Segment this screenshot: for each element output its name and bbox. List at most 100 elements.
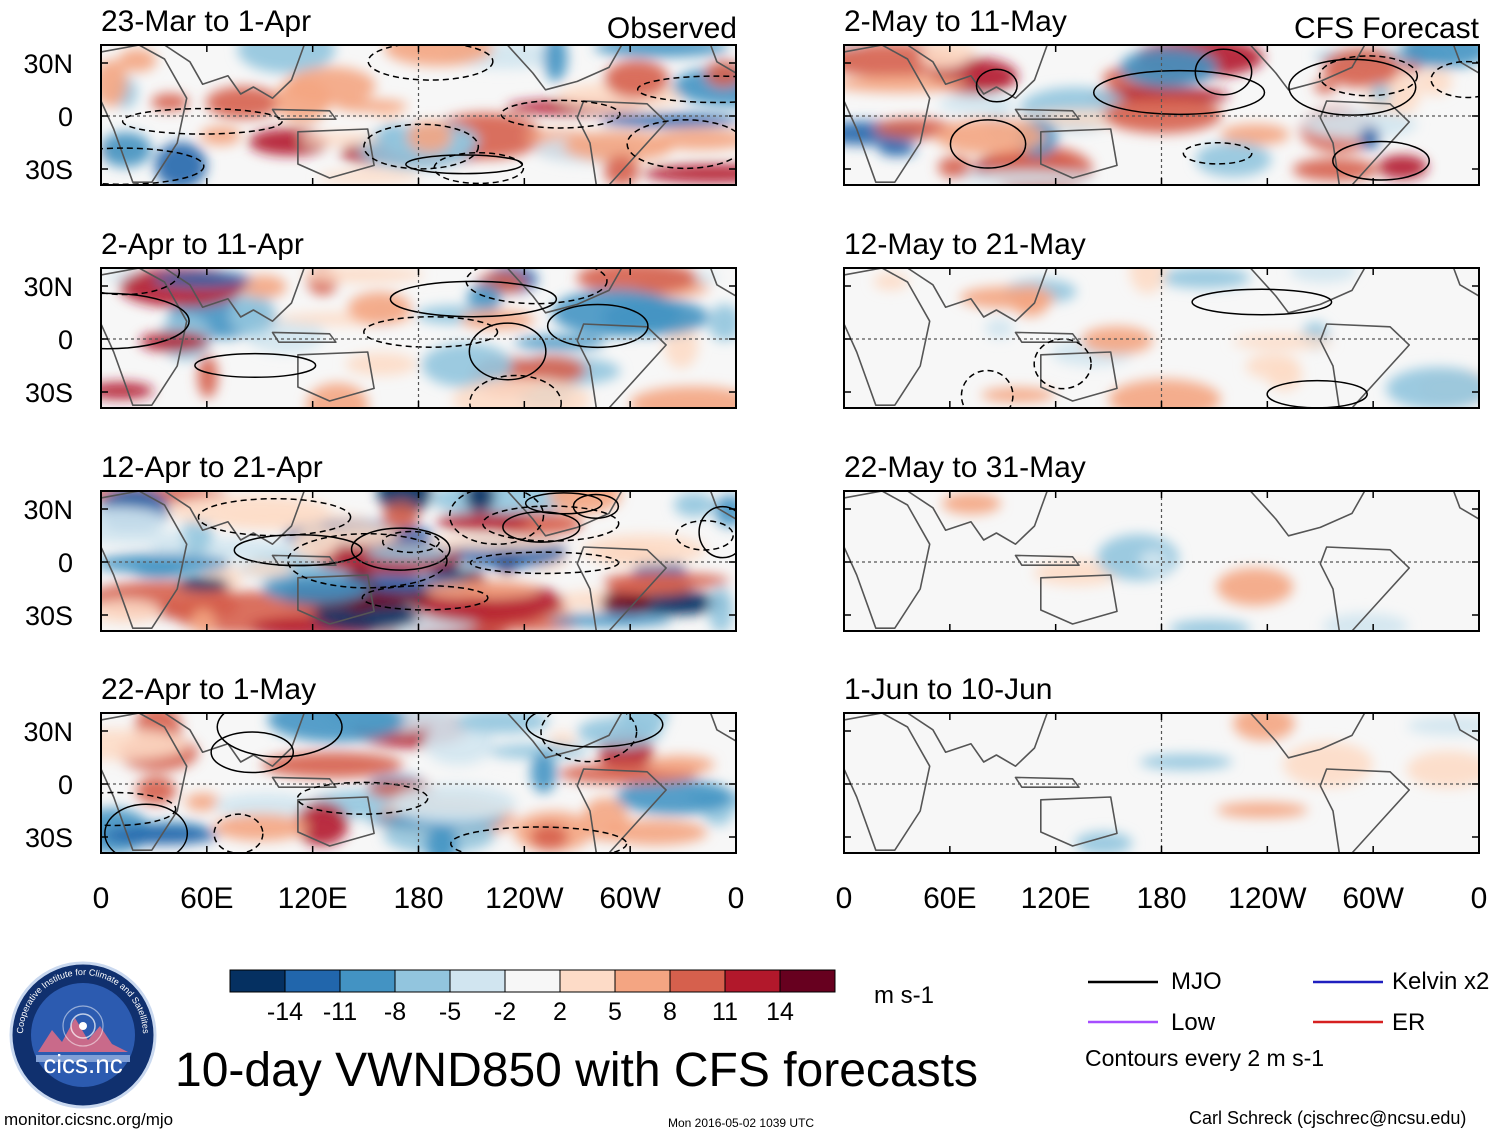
- anomaly-blob: [563, 130, 674, 163]
- anomaly-blob: [101, 507, 168, 535]
- panel-forecast-1: 2-May to 11-May: [843, 5, 1480, 186]
- continent-outline: [163, 491, 305, 545]
- contour-line: [1332, 140, 1430, 181]
- colorbar-swatch: [614, 969, 671, 993]
- anomaly-blob: [1033, 559, 1122, 586]
- anomaly-blob: [604, 60, 669, 99]
- anomaly-blob: [101, 382, 154, 400]
- anomaly-blob: [873, 272, 909, 291]
- contour-line: [296, 781, 429, 815]
- panel-observed-3: 12-Apr to 21-Apr 30N 0 30S: [23, 451, 737, 632]
- continent-outline: [906, 713, 1048, 767]
- continent-outline: [1452, 713, 1479, 742]
- anomaly-blob: [101, 553, 231, 574]
- anomaly-blob: [214, 792, 318, 819]
- continent-outline: [506, 45, 623, 91]
- lat-tick-label: 0: [58, 102, 73, 132]
- anomaly-blob: [101, 729, 189, 761]
- continent-outline: [709, 491, 736, 520]
- lon-tick-label: 180: [1136, 882, 1186, 915]
- legend-label-low: Low: [1171, 1009, 1216, 1036]
- anomaly-blob: [428, 535, 564, 550]
- continent-outline: [101, 45, 188, 183]
- panel-title: 23-Mar to 1-Apr: [101, 5, 311, 38]
- continent-outline: [1452, 45, 1479, 74]
- anomaly-blob: [643, 164, 736, 184]
- anomaly-blob: [1220, 123, 1290, 146]
- contour-line: [363, 315, 499, 348]
- website-link[interactable]: monitor.cicsnc.org/mjo: [4, 1110, 174, 1129]
- panel-title: 22-May to 31-May: [844, 451, 1086, 484]
- anomaly-blob: [603, 572, 730, 589]
- anomaly-blob: [423, 580, 540, 599]
- anomaly-blob: [1129, 268, 1166, 294]
- anomaly-blob: [593, 45, 730, 58]
- anomaly-field: [101, 713, 736, 853]
- contour-line: [233, 534, 363, 567]
- colorbar-label: 14: [766, 998, 794, 1026]
- anomaly-blob: [197, 355, 218, 399]
- forecast-label: CFS Forecast: [1294, 12, 1480, 45]
- continent-outline: [576, 100, 667, 185]
- continent-outline: [906, 491, 1048, 545]
- anomaly-blob: [1158, 268, 1251, 289]
- continent-outline: [1319, 100, 1410, 185]
- colorbar-swatch: [669, 969, 726, 993]
- lon-tick-label: 0: [836, 882, 853, 915]
- anomaly-blob: [200, 126, 242, 146]
- continent-outline: [1040, 351, 1118, 402]
- anomaly-blob: [132, 563, 187, 579]
- contour-line: [1430, 60, 1479, 99]
- colorbar-label: -8: [384, 998, 406, 1026]
- panel-observed-1: 23-Mar to 1-Apr 30N 0 30S: [23, 5, 737, 186]
- colorbar-label: -14: [267, 998, 303, 1026]
- lon-tick-label: 0: [728, 882, 745, 915]
- panel-forecast-2: 12-May to 21-May: [843, 228, 1480, 409]
- lon-axis-right: 0 60E 120E 180 120W 60W 0: [836, 882, 1488, 915]
- anomaly-blob: [576, 268, 699, 295]
- contour-line: [194, 352, 317, 379]
- mjo-contours: [101, 268, 649, 408]
- anomaly-blob: [616, 779, 734, 815]
- observed-label: Observed: [607, 12, 737, 45]
- figure-title: 10-day VWND850 with CFS forecasts: [175, 1044, 978, 1097]
- anomaly-blob: [937, 156, 972, 179]
- continent-outline: [576, 323, 667, 408]
- contour-line: [405, 154, 524, 175]
- lon-tick-label: 120W: [1228, 882, 1307, 915]
- continent-outline: [506, 491, 623, 537]
- anomaly-blob: [548, 491, 622, 514]
- contour-line: [500, 99, 621, 129]
- continent-outline: [709, 268, 736, 297]
- anomaly-blob: [1406, 750, 1479, 789]
- continent-outline: [1452, 268, 1479, 297]
- continent-outline: [844, 45, 931, 183]
- anomaly-blob: [708, 587, 734, 631]
- contour-line: [433, 151, 525, 185]
- continent-outline: [576, 546, 667, 631]
- anomaly-blob: [1322, 613, 1409, 631]
- anomaly-blob: [602, 298, 709, 336]
- timestamp: Mon 2016-05-02 1039 UTC: [668, 1116, 815, 1130]
- panel-observed-4: 22-Apr to 1-May 30N 0 30S: [23, 673, 737, 854]
- anomaly-blob: [920, 45, 969, 69]
- anomaly-blob: [382, 502, 419, 531]
- anomaly-blob: [136, 776, 177, 805]
- lat-tick-label: 30N: [23, 495, 73, 525]
- contour-line: [381, 530, 440, 554]
- anomaly-blob: [600, 590, 651, 616]
- colorbar-swatch: [229, 969, 286, 993]
- contour-line: [389, 280, 558, 318]
- lat-tick-label: 30S: [25, 378, 73, 408]
- contour-line: [367, 45, 494, 81]
- continent-outline: [1040, 796, 1118, 847]
- anomaly-blob: [452, 377, 591, 408]
- lon-tick-label: 120E: [278, 882, 348, 915]
- anomaly-blob: [981, 387, 1056, 403]
- cics-logo: cics.nc Cooperative Institute for Climat…: [9, 961, 157, 1109]
- anomaly-blob: [425, 824, 459, 853]
- anomaly-blob: [464, 491, 496, 512]
- contour-line: [468, 322, 547, 381]
- continent-outline: [844, 268, 931, 406]
- anomaly-blob: [941, 492, 1001, 515]
